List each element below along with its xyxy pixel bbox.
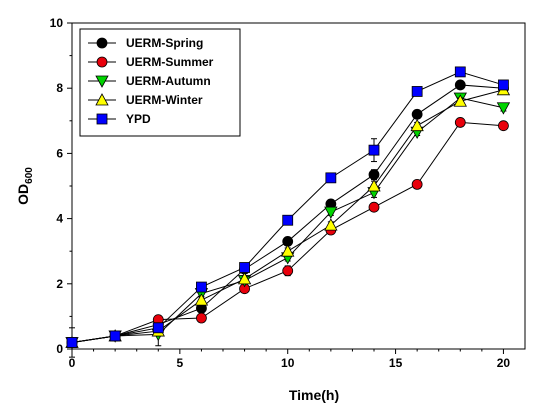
- data-point: [324, 218, 338, 231]
- legend-marker: [96, 56, 108, 68]
- data-point: [496, 102, 511, 115]
- data-point: [498, 79, 509, 91]
- data-point: [453, 94, 467, 107]
- data-point: [454, 79, 466, 91]
- data-point: [411, 108, 423, 120]
- ticks: 0 5 10 15 20 0 2 4 6 8 10: [50, 16, 511, 370]
- legend-marker: [95, 93, 109, 106]
- data-point: [282, 214, 294, 226]
- data-point: [152, 322, 164, 334]
- y-tick-label: 4: [56, 212, 63, 226]
- y-axis-title: OD600: [15, 167, 35, 205]
- legend-item: UERM-Spring: [88, 36, 203, 50]
- data-point: [282, 265, 294, 277]
- data-point: [196, 312, 207, 324]
- data-point: [454, 66, 466, 78]
- y-axis-title-subscript: 600: [24, 167, 35, 184]
- series-ypd: [66, 66, 509, 348]
- data-point: [237, 272, 252, 285]
- legend-marker: [96, 113, 108, 125]
- data-point: [411, 86, 423, 97]
- data-point: [368, 144, 380, 156]
- data-point: [66, 337, 78, 348]
- series-line: [71, 121, 504, 343]
- legend-label: UERM-Spring: [126, 36, 203, 50]
- series-uerm-summer: [66, 117, 509, 348]
- legend-item: YPD: [88, 112, 151, 126]
- data-point: [194, 293, 209, 306]
- x-tick-label: 0: [69, 356, 76, 370]
- data-point: [367, 179, 381, 192]
- x-tick-label: 15: [389, 356, 403, 370]
- data-point: [281, 244, 295, 257]
- y-axis-title-main: OD: [15, 184, 31, 205]
- data-point: [411, 178, 423, 190]
- data-point: [109, 330, 121, 342]
- legend-item: UERM-Summer: [88, 55, 214, 69]
- y-tick-label: 0: [56, 342, 63, 356]
- data-point: [325, 172, 337, 184]
- legend-item: UERM-Winter: [88, 93, 203, 107]
- data-point: [324, 206, 338, 219]
- data-point: [454, 117, 466, 128]
- x-tick-label: 5: [177, 356, 184, 370]
- legend-label: UERM-Autumn: [126, 74, 211, 88]
- data-point: [239, 262, 250, 273]
- y-tick-label: 6: [56, 146, 63, 160]
- legend-label: YPD: [126, 112, 151, 126]
- x-tick-label: 20: [497, 356, 511, 370]
- data-point: [368, 169, 380, 180]
- x-tick-label: 10: [281, 356, 295, 370]
- data-point: [196, 281, 207, 293]
- data-point: [410, 118, 424, 132]
- y-tick-label: 2: [56, 277, 63, 291]
- legend-marker: [95, 75, 109, 88]
- data-point: [498, 120, 509, 132]
- y-tick-label: 8: [56, 81, 63, 95]
- legend-label: UERM-Summer: [126, 55, 214, 69]
- legend-item: UERM-Autumn: [88, 74, 211, 88]
- x-axis-title: Time(h): [289, 387, 339, 403]
- series-layer: [65, 66, 511, 358]
- data-point: [368, 201, 380, 213]
- legend-label: UERM-Winter: [126, 93, 203, 107]
- y-tick-label: 10: [50, 16, 64, 30]
- legend-marker: [96, 37, 108, 49]
- legend: UERM-Spring UERM-Summer UERM-Autumn UERM-Wi…: [79, 28, 241, 137]
